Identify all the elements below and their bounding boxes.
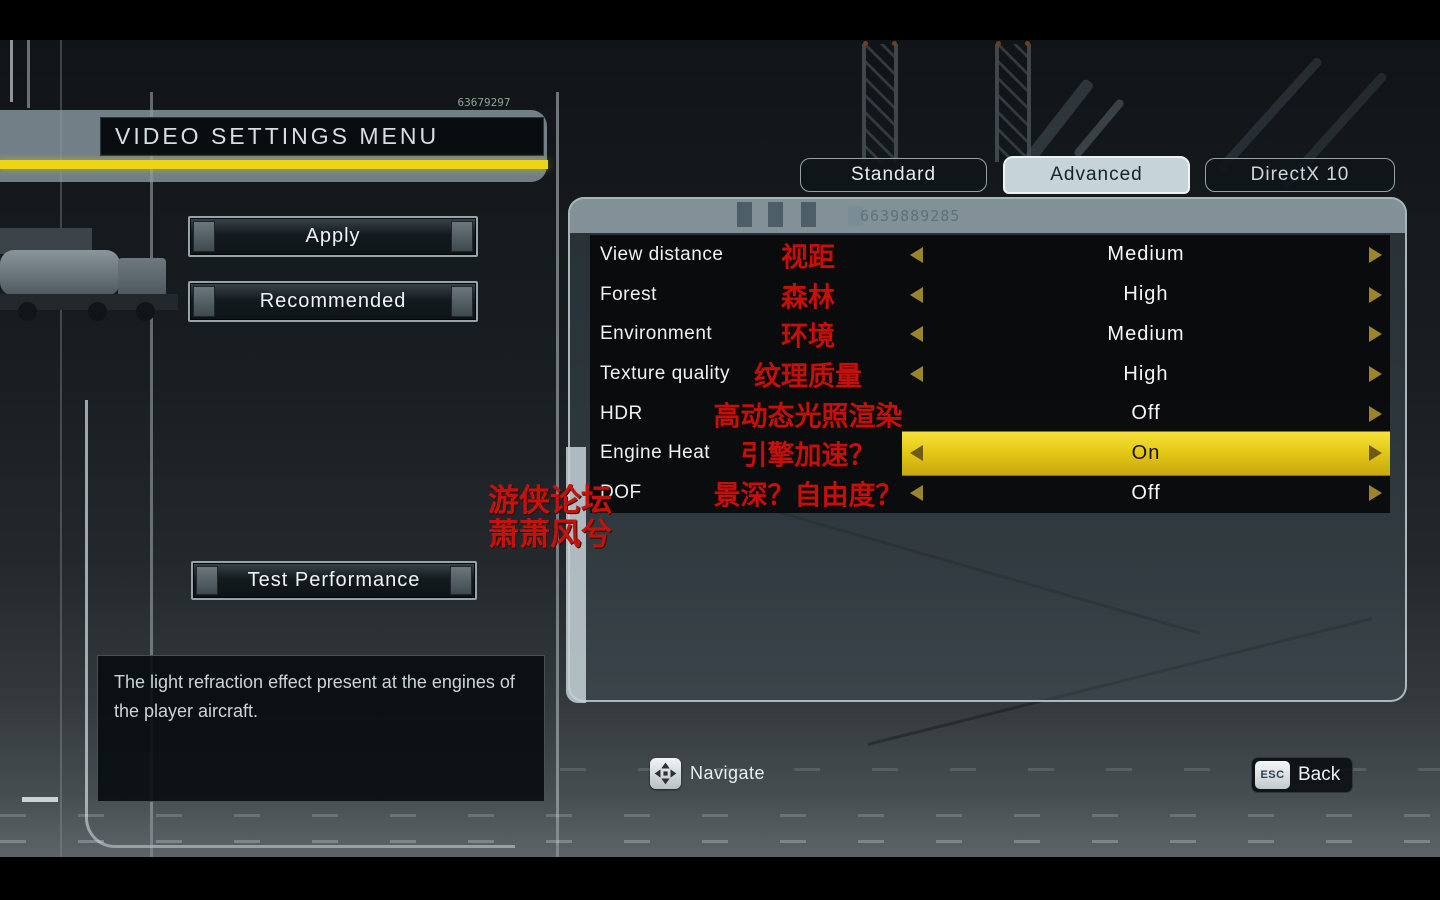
- recommended-button-label: Recommended: [259, 290, 407, 312]
- esc-key-icon: ESC: [1255, 761, 1290, 789]
- left-arrow-icon[interactable]: [910, 286, 923, 303]
- setting-annotation-cn: 纹理质量: [754, 361, 862, 392]
- floor-marking: [0, 814, 1440, 817]
- bg-line: [150, 92, 153, 857]
- tab-advanced[interactable]: Advanced: [1003, 156, 1190, 194]
- setting-value: High: [1123, 362, 1169, 385]
- title-code-number: 63679297: [457, 96, 511, 109]
- watermark-line2: 萧萧风兮: [488, 517, 612, 552]
- setting-row-view-distance[interactable]: View distance 视距 Medium: [590, 235, 1390, 275]
- tab-directx10-label: DirectX 10: [1250, 164, 1350, 185]
- setting-value: Medium: [1107, 322, 1185, 345]
- tab-standard-label: Standard: [850, 164, 937, 185]
- tab-standard[interactable]: Standard: [800, 158, 987, 192]
- floor-marking: [22, 797, 58, 802]
- bg-line: [10, 40, 13, 102]
- setting-value: High: [1123, 283, 1169, 306]
- header-tick: [848, 206, 863, 226]
- letterbox-bottom: [0, 857, 1440, 900]
- hangar-pipe: [1072, 97, 1126, 159]
- test-performance-button[interactable]: Test Performance: [191, 561, 477, 600]
- setting-description: The light refraction effect present at t…: [97, 655, 545, 802]
- setting-row-texture-quality[interactable]: Texture quality 纹理质量 High: [590, 354, 1390, 394]
- title-underline: [0, 160, 548, 169]
- watermark-line1: 游侠论坛: [488, 483, 612, 518]
- hangar-scaffold: [995, 41, 1031, 162]
- setting-row-engine-heat[interactable]: Engine Heat 引擎加速？ On: [590, 430, 1390, 477]
- setting-label: DOF: [600, 482, 642, 504]
- right-arrow-icon[interactable]: [1369, 286, 1382, 303]
- floor-marking: [0, 840, 1440, 843]
- left-arrow-icon[interactable]: [910, 366, 923, 383]
- settings-panel: 6639889285 View distance 视距 Medium Fores…: [566, 197, 1407, 703]
- settings-list: View distance 视距 Medium Forest 森林 High: [590, 235, 1390, 513]
- panel-code-number: 6639889285: [860, 207, 961, 225]
- setting-value: Off: [1131, 402, 1161, 425]
- page-title: VIDEO SETTINGS MENU: [115, 123, 440, 149]
- setting-label: Forest: [600, 283, 657, 305]
- fuel-truck: [0, 228, 195, 328]
- back-button[interactable]: ESC Back: [1251, 757, 1354, 793]
- apply-button-label: Apply: [305, 225, 361, 247]
- left-arrow-icon[interactable]: [910, 326, 923, 343]
- right-arrow-icon[interactable]: [1369, 326, 1382, 343]
- setting-annotation-cn: 引擎加速？: [740, 440, 876, 471]
- header-tick: [801, 202, 816, 227]
- hangar-scaffold: [862, 41, 898, 162]
- tab-directx10[interactable]: DirectX 10: [1205, 158, 1395, 192]
- dpad-navigate-icon: [650, 758, 681, 789]
- watermark-text: 游侠论坛 萧萧风兮: [488, 484, 612, 552]
- scroll-indicator: [566, 447, 586, 703]
- right-arrow-icon[interactable]: [1369, 366, 1382, 383]
- right-arrow-icon[interactable]: [1369, 445, 1382, 462]
- title-banner: VIDEO SETTINGS MENU: [0, 110, 547, 182]
- setting-annotation-cn: 景深？自由度？: [713, 480, 903, 511]
- right-arrow-icon[interactable]: [1369, 485, 1382, 502]
- floor-marking: [560, 768, 1440, 771]
- panel-header: 6639889285: [570, 199, 1405, 233]
- setting-row-dof[interactable]: DOF 景深？自由度？ Off: [590, 473, 1390, 513]
- apply-button[interactable]: Apply: [188, 216, 478, 257]
- setting-row-forest[interactable]: Forest 森林 High: [590, 275, 1390, 315]
- hud-frame-corner: [85, 400, 515, 848]
- test-performance-button-label: Test Performance: [247, 569, 421, 591]
- setting-label: Texture quality: [600, 363, 731, 385]
- navigate-hint: Navigate: [650, 758, 765, 789]
- setting-label: HDR: [600, 402, 643, 424]
- tab-advanced-label: Advanced: [1050, 164, 1143, 185]
- bg-line: [27, 40, 30, 108]
- setting-annotation-cn: 视距: [781, 242, 835, 273]
- right-arrow-icon[interactable]: [1369, 405, 1382, 422]
- page-title-box: VIDEO SETTINGS MENU: [100, 117, 544, 156]
- hangar-floor: [0, 795, 1440, 857]
- setting-value: On: [1131, 441, 1161, 464]
- setting-label: Engine Heat: [600, 442, 711, 464]
- header-tick: [768, 202, 783, 227]
- setting-value: Off: [1131, 481, 1161, 504]
- right-arrow-icon[interactable]: [1369, 246, 1382, 263]
- navigate-label: Navigate: [690, 763, 766, 783]
- setting-row-hdr[interactable]: HDR 高动态光照渲染 Off: [590, 394, 1390, 434]
- bg-line: [60, 40, 62, 857]
- bg-line: [556, 92, 559, 857]
- setting-annotation-cn: 环境: [781, 321, 835, 352]
- setting-label: Environment: [600, 323, 713, 345]
- left-arrow-icon[interactable]: [910, 445, 923, 462]
- letterbox-top: [0, 0, 1440, 40]
- recommended-button[interactable]: Recommended: [188, 281, 478, 322]
- setting-annotation-cn: 森林: [781, 282, 835, 313]
- setting-annotation-cn: 高动态光照渲染: [713, 401, 903, 432]
- header-tick: [737, 202, 752, 227]
- setting-label: View distance: [600, 243, 724, 265]
- setting-row-environment[interactable]: Environment 环境 Medium: [590, 314, 1390, 354]
- left-arrow-icon[interactable]: [910, 246, 923, 263]
- back-label: Back: [1298, 764, 1341, 785]
- left-arrow-icon[interactable]: [910, 485, 923, 502]
- setting-value: Medium: [1107, 243, 1185, 266]
